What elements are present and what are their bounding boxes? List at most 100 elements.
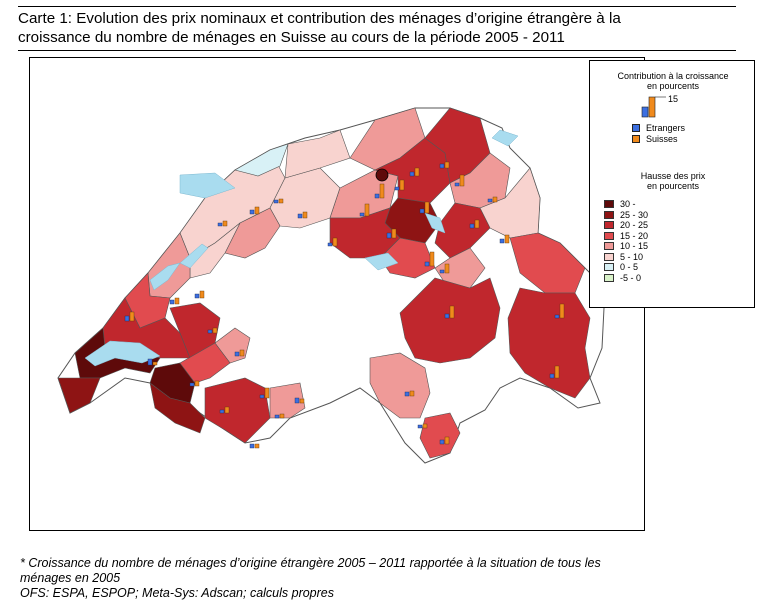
map-regions [57,107,606,464]
foreign-contribution-bar [259,394,265,399]
contribution-bars [124,161,565,449]
foreign-contribution-bar [424,261,430,267]
city-marker [375,168,389,182]
contribution-legend-heading: Contribution à la croissance en pourcent… [617,71,729,91]
foreign-contribution-bar [249,209,255,215]
swiss-contribution-bar [414,167,420,177]
district-region [269,382,306,419]
lake [491,129,519,147]
swiss-contribution-bar [222,220,228,227]
swiss-contribution-bar [429,251,435,267]
district-region [479,167,541,239]
swiss-contribution-bar [302,211,308,219]
swiss-contribution-bar [504,234,510,244]
price-class-swatch [604,210,614,219]
foreign-contribution-bar [394,186,400,191]
scale-foreign-bar [641,106,649,118]
price-class-label: -5 - 0 [620,272,642,283]
district-region [204,377,271,444]
price-class-label: 25 - 30 [620,209,649,220]
lake [179,243,209,269]
foreign-contribution-bar [273,199,279,204]
foreign-contribution-bar [297,213,303,219]
foreign-contribution-bar [194,293,200,299]
district-region [149,382,206,434]
foreign-contribution-bar [234,351,240,357]
foreign-contribution-bar [454,182,460,187]
price-class-swatch [604,200,614,208]
swiss-contribution-bar [224,406,230,414]
swiss-contribution-bar [254,206,260,215]
swiss-contribution-bar [299,398,305,404]
price-class-swatch [604,252,614,261]
district-region [179,342,231,384]
swiss-contribution-bar [409,390,415,397]
swiss-contribution-bar [152,361,158,366]
swiss-contribution-bar [199,290,205,299]
swiss-contribution-bar [399,179,405,191]
foreign-contribution-bar [404,391,410,397]
map-title: Carte 1: Evolution des prix nominaux et … [18,10,621,46]
switzerland-map [57,107,606,464]
district-region [509,232,586,294]
foreign-contribution-bar [439,439,445,445]
swiss-contribution-bar [239,349,245,357]
swiss-contribution-bar [559,303,565,319]
swiss-contribution-bar [492,196,498,203]
price-class-swatch [604,263,614,271]
swiss-contribution-bar [379,183,385,199]
district-region [284,129,351,179]
swiss-contribution-bar [129,311,135,322]
swiss-contribution-bar [444,436,450,445]
price-class-label: 30 - [620,199,636,209]
lake [424,212,446,234]
price-class-swatch [604,231,614,240]
foreign-contribution-bar [386,232,392,239]
map-frame [29,57,645,531]
price-class-swatch [604,273,614,282]
swiss-contribution-bar [212,327,218,334]
swiss-label: Suisses [646,134,678,144]
swiss-contribution-bar [444,161,450,169]
foreign-contribution-bar [147,358,153,366]
swiss-contribution-bar [391,228,397,239]
foreign-contribution-bar [294,397,300,404]
foreign-label: Etrangers [646,123,686,133]
district-region [399,277,501,364]
lake [179,172,236,199]
price-class-swatch [604,242,614,250]
price-class-label: 15 - 20 [620,230,649,241]
swiss-swatch [632,135,640,143]
contribution-scale-symbol [641,96,666,118]
foreign-swatch [632,124,640,132]
foreign-contribution-bar [327,242,333,247]
swiss-contribution-bar [278,198,284,204]
swiss-contribution-bar [332,237,338,247]
foreign-contribution-bar [124,315,130,322]
scale-swiss-bar [648,96,656,118]
swiss-contribution-bar [174,297,180,305]
foreign-contribution-bar [409,171,415,177]
foreign-contribution-bar [469,223,475,229]
foreign-contribution-bar [439,163,445,169]
foreign-contribution-bar [274,414,280,419]
swiss-contribution-bar [554,365,560,379]
district-region [507,287,591,399]
foreign-contribution-bar [249,443,255,449]
foreign-contribution-bar [169,299,175,305]
swiss-contribution-bar [422,423,428,429]
lake [364,252,399,271]
foreign-contribution-bar [549,373,555,379]
foreign-contribution-bar [207,329,213,334]
title-block: Carte 1: Evolution des prix nominaux et … [18,6,736,51]
swiss-contribution-bar [444,263,450,274]
foreign-contribution-bar [219,409,225,414]
foreign-contribution-bar [217,222,223,227]
foreign-contribution-bar [417,424,423,429]
footnote: * Croissance du nombre de ménages d’orig… [20,556,601,600]
foreign-contribution-bar [359,212,365,217]
swiss-contribution-bar [279,413,285,419]
swiss-contribution-bar [194,380,200,387]
foreign-contribution-bar [444,313,450,319]
price-class-label: 0 - 5 [620,262,639,272]
